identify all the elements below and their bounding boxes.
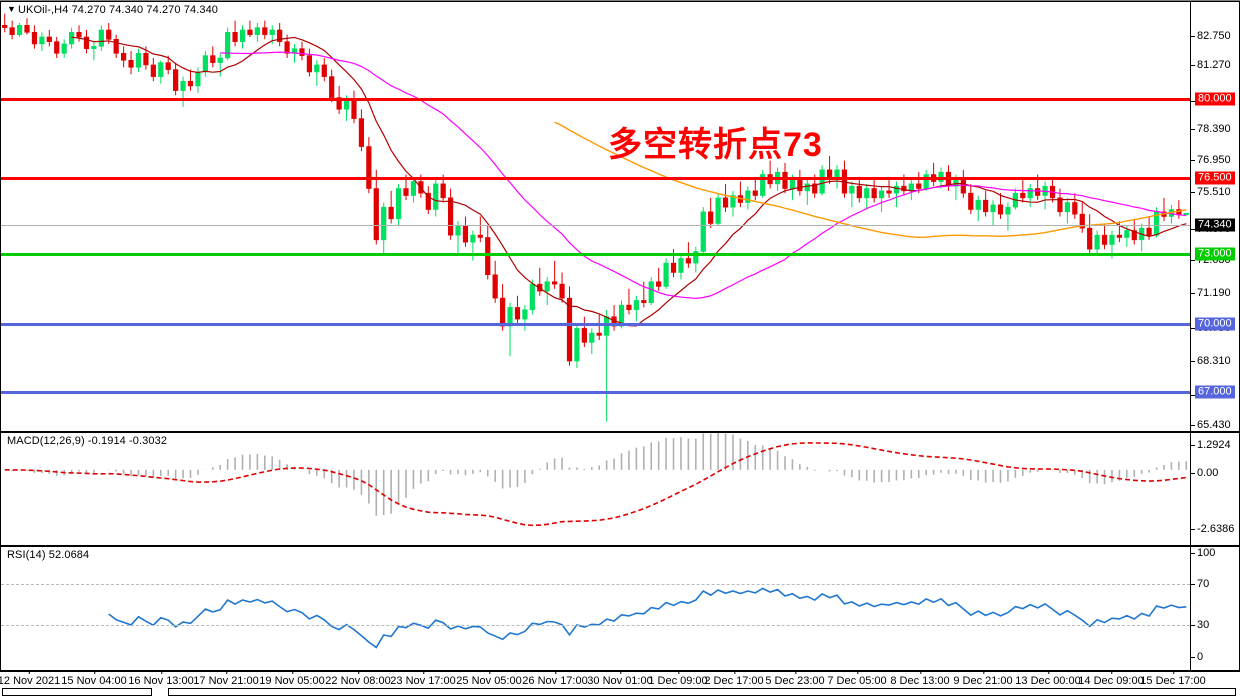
level-line-support-70[interactable] bbox=[1, 323, 1190, 326]
price-tick-0: 82.750 bbox=[1191, 30, 1231, 42]
price-tick-10: 68.310 bbox=[1191, 355, 1231, 367]
time-tick-4: 19 Nov 05:00 bbox=[259, 671, 325, 687]
macd-axis[interactable]: 1.2924 0.00 -2.6386 bbox=[1190, 433, 1239, 545]
collapse-triangle-icon[interactable]: ▼ bbox=[7, 4, 17, 14]
time-tick-11: 2 Dec 17:00 bbox=[704, 671, 764, 687]
time-axis[interactable]: 12 Nov 2021 15 Nov 04:00 16 Nov 13:00 17 No… bbox=[0, 671, 1240, 687]
time-tick-15: 9 Dec 21:00 bbox=[953, 671, 1013, 687]
rsi-axis[interactable]: 100 70 30 0 bbox=[1190, 547, 1239, 670]
price-level-label-70-000[interactable]: 70.000 bbox=[1195, 317, 1235, 331]
time-tick-12: 5 Dec 23:00 bbox=[765, 671, 825, 687]
time-tick-3: 17 Nov 21:00 bbox=[193, 671, 259, 687]
macd-tick-0: 1.2924 bbox=[1191, 439, 1231, 451]
time-tick-1: 15 Nov 04:00 bbox=[61, 671, 127, 687]
time-tick-7: 25 Nov 05:00 bbox=[456, 671, 522, 687]
price-tick-1: 81.270 bbox=[1191, 59, 1231, 71]
price-level-label-76-500[interactable]: 76.500 bbox=[1195, 171, 1235, 185]
macd-tick-2: -2.6386 bbox=[1190, 523, 1235, 535]
price-tick-4: 76.950 bbox=[1191, 154, 1231, 166]
price-level-label-80-000[interactable]: 80.000 bbox=[1195, 92, 1235, 106]
price-tick-5: 75.510 bbox=[1191, 186, 1231, 198]
level-line-resistance-80[interactable] bbox=[1, 98, 1190, 101]
price-tick-12: 65.430 bbox=[1191, 419, 1231, 431]
symbol-caption: ▼ UKOil-,H4 74.270 74.340 74.270 74.340 bbox=[7, 4, 218, 16]
price-level-label-74-340[interactable]: 74.340 bbox=[1195, 218, 1235, 232]
price-level-label-67-000[interactable]: 67.000 bbox=[1195, 385, 1235, 399]
price-axis[interactable]: 82.75081.27079.83078.39076.95075.51074.0… bbox=[1190, 2, 1239, 431]
time-tick-14: 8 Dec 13:00 bbox=[890, 671, 950, 687]
time-tick-17: 14 Dec 09:00 bbox=[1078, 671, 1144, 687]
level-line-pivot-73[interactable] bbox=[1, 253, 1190, 256]
macd-panel[interactable]: MACD(12,26,9) -0.1914 -0.3032 1.2924 0.00… bbox=[0, 432, 1240, 546]
price-tick-8: 71.190 bbox=[1191, 287, 1231, 299]
time-tick-2: 16 Nov 13:00 bbox=[128, 671, 194, 687]
rsi-plot-area[interactable] bbox=[1, 547, 1190, 670]
rsi-tick-0: 100 bbox=[1190, 547, 1216, 559]
rsi-caption: RSI(14) 52.0684 bbox=[7, 549, 90, 561]
price-candles-svg bbox=[2, 13, 1189, 422]
time-tick-13: 7 Dec 05:00 bbox=[827, 671, 887, 687]
price-plot-area[interactable] bbox=[1, 2, 1190, 431]
time-tick-9: 30 Nov 01:00 bbox=[587, 671, 653, 687]
time-tick-10: 1 Dec 09:00 bbox=[648, 671, 708, 687]
rsi-tick-3: 0 bbox=[1190, 651, 1204, 663]
price-tick-3: 78.390 bbox=[1191, 123, 1231, 135]
time-tick-16: 13 Dec 00:00 bbox=[1015, 671, 1081, 687]
level-line-support-67[interactable] bbox=[1, 391, 1190, 394]
scroll-chunk-left bbox=[2, 688, 152, 696]
rsi-tick-1: 70 bbox=[1190, 578, 1210, 590]
symbol-caption-text: UKOil-,H4 74.270 74.340 74.270 74.340 bbox=[18, 4, 219, 16]
time-tick-6: 23 Nov 17:00 bbox=[390, 671, 456, 687]
time-tick-18: 15 Dec 17:00 bbox=[1140, 671, 1206, 687]
rsi-guide-70 bbox=[1, 584, 1190, 585]
level-line-resistance-76-5[interactable] bbox=[1, 177, 1190, 180]
level-line-current-price-74-34[interactable] bbox=[1, 225, 1190, 226]
time-tick-5: 22 Nov 08:00 bbox=[325, 671, 391, 687]
bottom-scroll-strip[interactable] bbox=[0, 686, 1240, 696]
time-tick-8: 26 Nov 17:00 bbox=[522, 671, 588, 687]
scroll-chunk-right bbox=[168, 688, 1236, 696]
macd-series-svg bbox=[4, 433, 1188, 527]
macd-plot-area[interactable] bbox=[1, 433, 1190, 545]
time-tick-0: 12 Nov 2021 bbox=[0, 671, 60, 687]
price-level-label-73-000[interactable]: 73.000 bbox=[1195, 247, 1235, 261]
chart-annotation-text: 多空转折点73 bbox=[608, 126, 823, 164]
macd-caption: MACD(12,26,9) -0.1914 -0.3032 bbox=[7, 435, 168, 447]
macd-tick-1: 0.00 bbox=[1190, 467, 1219, 479]
rsi-tick-2: 30 bbox=[1190, 619, 1210, 631]
price-chart-panel[interactable]: ▼ UKOil-,H4 74.270 74.340 74.270 74.340 8… bbox=[0, 1, 1240, 432]
rsi-guide-30 bbox=[1, 625, 1190, 626]
rsi-panel[interactable]: RSI(14) 52.0684 100 70 30 0 bbox=[0, 546, 1240, 671]
rsi-series-svg bbox=[108, 587, 1187, 649]
